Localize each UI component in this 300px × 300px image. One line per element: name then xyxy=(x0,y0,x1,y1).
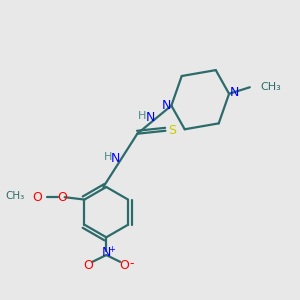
Text: O: O xyxy=(32,191,42,204)
Text: H: H xyxy=(103,152,112,162)
Text: N: N xyxy=(111,152,121,165)
Text: O: O xyxy=(120,259,130,272)
Text: S: S xyxy=(168,124,176,137)
Text: N: N xyxy=(230,86,239,99)
Text: -: - xyxy=(129,257,134,270)
Text: H: H xyxy=(138,111,147,121)
Text: O: O xyxy=(57,191,67,204)
Text: O: O xyxy=(83,259,93,272)
Text: N: N xyxy=(102,246,111,259)
Text: CH₃: CH₃ xyxy=(5,191,25,201)
Text: N: N xyxy=(161,99,171,112)
Text: CH₃: CH₃ xyxy=(261,82,281,92)
Text: N: N xyxy=(146,111,155,124)
Text: +: + xyxy=(109,245,115,254)
